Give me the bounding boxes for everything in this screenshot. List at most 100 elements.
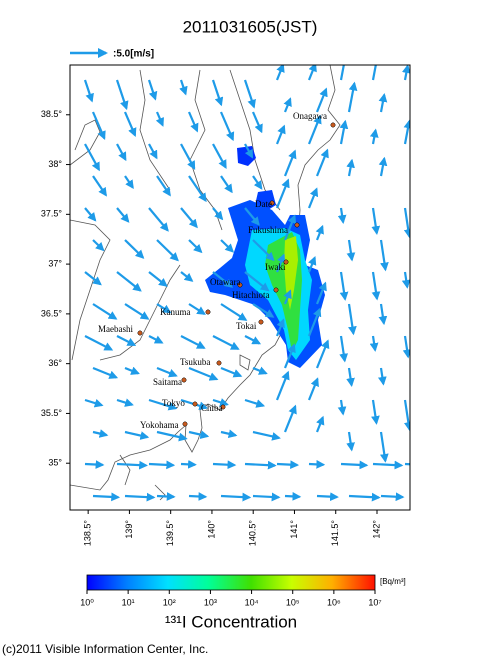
wind-vector xyxy=(180,335,206,349)
place-label: Saitama xyxy=(153,377,182,387)
colorbar xyxy=(86,574,376,591)
wind-vector xyxy=(219,111,235,142)
wind-vector xyxy=(315,148,329,177)
wind-vector xyxy=(379,431,389,463)
place-dot xyxy=(237,282,243,288)
wind-vector xyxy=(378,156,388,177)
wind-vector xyxy=(377,367,387,386)
wind-vectors xyxy=(83,65,417,502)
wind-vector xyxy=(212,271,234,288)
wind-vector xyxy=(346,367,355,387)
place-label: Tsukuba xyxy=(180,357,210,367)
place-dot xyxy=(137,330,143,336)
wind-vector xyxy=(413,96,416,112)
place-dot xyxy=(205,309,211,315)
wind-vector xyxy=(188,239,203,254)
place-label: Yokohama xyxy=(140,420,179,430)
wind-vector xyxy=(84,398,104,408)
lat-tick-label: 36.5° xyxy=(41,308,63,318)
wind-vector xyxy=(179,79,188,96)
wind-vector xyxy=(155,111,164,127)
wind-vector xyxy=(116,143,127,162)
place-label: Fukushima xyxy=(248,225,288,235)
place-dot xyxy=(269,200,275,206)
wind-vector xyxy=(413,368,417,396)
wind-vector xyxy=(188,303,206,315)
wind-vector xyxy=(307,114,322,145)
wind-vector xyxy=(84,460,105,469)
lat-tick-label: 36° xyxy=(48,358,62,368)
place-label: Chiba xyxy=(201,403,223,413)
wind-vector xyxy=(148,143,158,160)
wind-vector xyxy=(180,207,198,229)
wind-vector xyxy=(339,119,349,145)
wind-vector xyxy=(369,128,379,145)
wind-vector xyxy=(188,175,207,203)
colorbar-tick-label: 10³ xyxy=(204,597,217,607)
wind-vector xyxy=(124,303,150,320)
wind-vector xyxy=(212,335,240,350)
lat-tick-label: 35° xyxy=(48,458,62,468)
lon-tick-label: 141° xyxy=(289,520,299,539)
wind-vector xyxy=(148,398,178,411)
lat-tick-label: 38.5° xyxy=(41,109,63,119)
wind-vector xyxy=(84,335,114,351)
copyright: (c)2011 Visible Information Center, Inc. xyxy=(2,642,208,656)
wind-vector xyxy=(315,415,325,433)
lon-tick-label: 140° xyxy=(206,520,216,539)
wind-vector xyxy=(380,492,405,502)
colorbar-tick-label: 10⁰ xyxy=(80,597,94,607)
wind-vector xyxy=(124,239,145,259)
place-dot xyxy=(258,319,264,325)
wind-vector xyxy=(339,335,349,363)
wind-vector xyxy=(379,239,389,272)
place-dot xyxy=(273,287,279,293)
wind-vector xyxy=(307,65,317,81)
colorbar-tick-label: 10¹ xyxy=(122,597,135,607)
wind-vector xyxy=(220,366,243,378)
wind-vector xyxy=(346,239,356,262)
place-label: Tokai xyxy=(236,321,257,331)
place-label: Onagawa xyxy=(293,111,327,121)
lon-tick-label: 141.5° xyxy=(330,520,340,547)
place-dot xyxy=(283,259,289,265)
map-body xyxy=(70,65,417,510)
wind-vector xyxy=(252,239,275,262)
wind-vector xyxy=(346,158,355,177)
wind-vector xyxy=(220,175,233,194)
wind-vector xyxy=(180,271,194,282)
wind-vector xyxy=(252,366,268,375)
wind-vector xyxy=(92,239,105,252)
wind-vector xyxy=(275,178,290,209)
lon-tick-label: 138.5° xyxy=(83,520,93,547)
wind-vector xyxy=(371,399,380,425)
wind-vector xyxy=(156,430,188,442)
wind-vector xyxy=(187,111,199,133)
wind-vector xyxy=(315,87,328,113)
wind-vector xyxy=(92,492,121,502)
wind-vector xyxy=(156,239,179,262)
wind-vector xyxy=(212,143,227,169)
wind-vector xyxy=(220,303,248,321)
wind-vector xyxy=(252,303,275,318)
wind-vector xyxy=(283,97,292,113)
wind-vector xyxy=(275,318,285,337)
wind-vector xyxy=(348,492,381,502)
wind-vector xyxy=(124,366,140,375)
place-dot xyxy=(181,377,187,383)
wind-vector xyxy=(116,460,148,470)
wind-vector xyxy=(156,303,172,314)
wind-vector xyxy=(369,335,379,352)
wind-vector xyxy=(315,224,324,241)
wind-vector xyxy=(212,207,224,221)
wind-vector xyxy=(244,207,260,226)
place-dot xyxy=(192,401,198,407)
wind-vector xyxy=(244,143,254,159)
colorbar-tick-label: 10² xyxy=(163,597,176,607)
wind-vector xyxy=(371,271,381,301)
wind-vector xyxy=(307,187,319,209)
wind-vector xyxy=(413,432,417,456)
place-label: Kanuma xyxy=(160,307,191,317)
wind-vector xyxy=(371,65,377,81)
